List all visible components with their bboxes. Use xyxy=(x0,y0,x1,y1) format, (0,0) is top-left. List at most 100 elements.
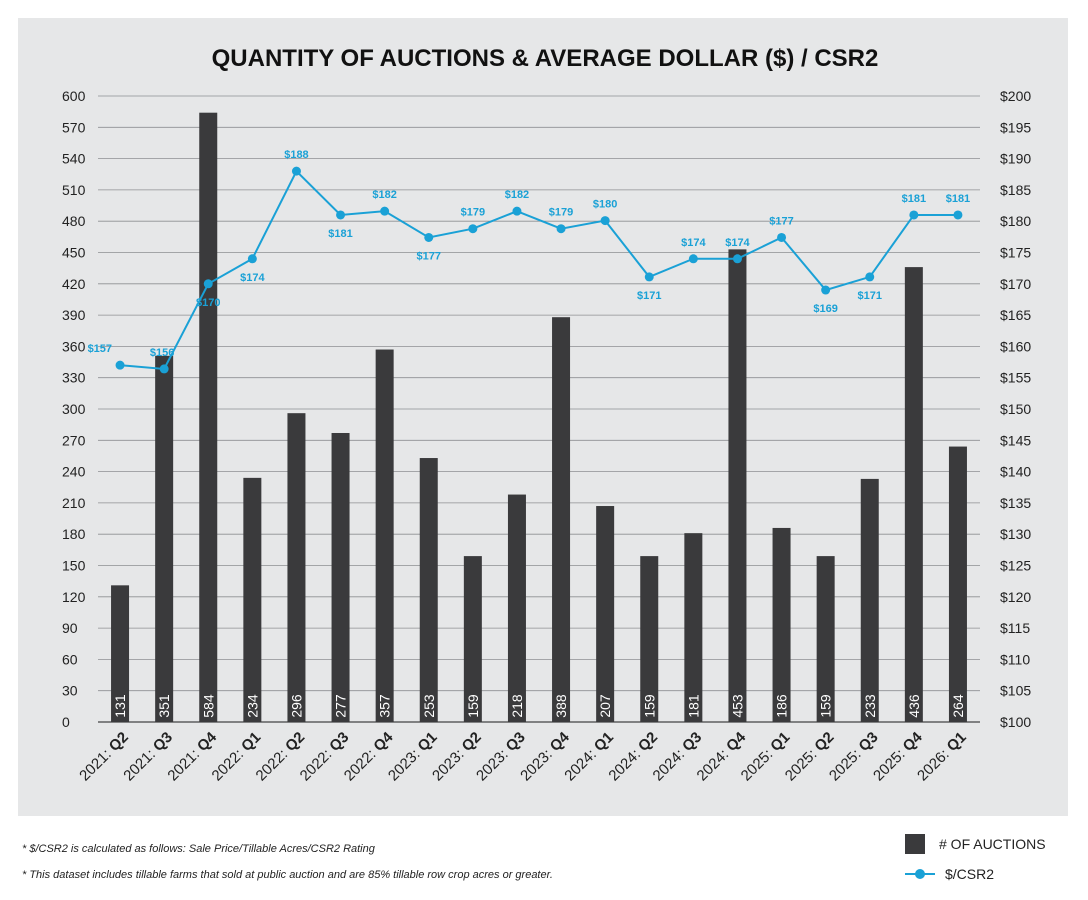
left-tick-label: 450 xyxy=(62,245,86,261)
legend-auctions: # OF AUCTIONS xyxy=(905,834,1046,854)
right-axis-ticks: $100 $105 $110 $115 $120 $125 $130 $135 $140 $145… xyxy=(1000,88,1031,730)
csr2-point xyxy=(380,206,390,216)
csr2-point xyxy=(115,360,125,370)
csr2-point xyxy=(953,210,963,220)
bar-value-label: 186 xyxy=(774,694,790,718)
auction-bar xyxy=(375,349,394,722)
bar-value-label: 296 xyxy=(288,694,304,718)
csr2-point-label: $174 xyxy=(681,237,706,249)
auction-bar xyxy=(948,446,967,722)
left-tick-label: 480 xyxy=(62,213,86,229)
bar-value-label: 181 xyxy=(685,694,701,718)
left-axis-ticks: 0 30 60 90 120 150 180 210 240 270 300 330 360 390 420… xyxy=(62,88,86,730)
chart-panel xyxy=(18,18,1068,816)
csr2-point xyxy=(909,210,919,220)
right-tick-label: $170 xyxy=(1000,276,1031,292)
right-tick-label: $100 xyxy=(1000,714,1031,730)
right-tick-label: $105 xyxy=(1000,683,1031,699)
csr2-point-label: $171 xyxy=(637,290,661,302)
right-tick-label: $190 xyxy=(1000,151,1031,167)
auction-bar xyxy=(596,506,615,722)
left-tick-label: 360 xyxy=(62,338,86,354)
bar-value-label: 351 xyxy=(156,694,172,718)
auction-bar xyxy=(552,317,571,722)
left-tick-label: 600 xyxy=(62,88,86,104)
right-tick-label: $125 xyxy=(1000,558,1031,574)
csr2-line-path xyxy=(119,169,958,370)
auction-bar xyxy=(860,478,879,722)
right-tick-label: $165 xyxy=(1000,307,1031,323)
csr2-point-label: $174 xyxy=(725,237,750,249)
bar-value-label: 159 xyxy=(641,694,657,718)
bar-value-label: 159 xyxy=(465,694,481,718)
csr2-point-label: $182 xyxy=(372,189,396,201)
left-tick-label: 0 xyxy=(62,714,70,730)
auction-bar xyxy=(111,585,130,722)
legend-auctions-label: # OF AUCTIONS xyxy=(939,836,1046,852)
csr2-point-label: $180 xyxy=(593,199,617,211)
right-tick-label: $180 xyxy=(1000,213,1031,229)
right-tick-label: $150 xyxy=(1000,401,1031,417)
csr2-point xyxy=(159,364,169,374)
left-tick-label: 540 xyxy=(62,151,86,167)
csr2-point xyxy=(203,279,213,289)
bar-value-label: 264 xyxy=(950,694,966,718)
legend-bar-swatch xyxy=(905,834,925,854)
right-tick-label: $195 xyxy=(1000,119,1031,135)
bar-value-label: 131 xyxy=(112,694,128,718)
bar-value-label: 207 xyxy=(597,694,613,718)
csr2-point-label: $181 xyxy=(902,193,926,205)
bar-value-label: 277 xyxy=(333,694,349,718)
csr2-point-label: $174 xyxy=(240,272,265,284)
right-tick-label: $110 xyxy=(1000,651,1030,667)
legend-csr2: $/CSR2 xyxy=(905,864,994,884)
bar-value-label: 253 xyxy=(421,694,437,718)
csr2-point-label: $182 xyxy=(505,189,529,201)
left-tick-label: 510 xyxy=(62,182,86,198)
csr2-point-label: $177 xyxy=(417,250,441,262)
gridlines xyxy=(98,95,980,723)
footnote-csr2-formula: * $/CSR2 is calculated as follows: Sale … xyxy=(22,843,375,855)
csr2-point xyxy=(468,224,478,234)
right-tick-label: $160 xyxy=(1000,338,1031,354)
auction-bar xyxy=(507,494,526,722)
right-tick-label: $130 xyxy=(1000,526,1031,542)
csr2-line: $157 $156 $170 $174 $188 $181 $182 $177 $179 $182… xyxy=(88,149,970,374)
csr2-point xyxy=(247,254,257,264)
csr2-point-label: $188 xyxy=(284,149,308,161)
bar-value-label: 436 xyxy=(906,694,922,718)
auction-bar xyxy=(728,249,747,722)
left-tick-label: 420 xyxy=(62,276,86,292)
csr2-point-label: $179 xyxy=(549,207,573,219)
right-tick-label: $200 xyxy=(1000,88,1031,104)
auction-bar xyxy=(243,477,262,722)
legend-csr2-label: $/CSR2 xyxy=(945,866,995,882)
left-tick-label: 390 xyxy=(62,307,86,323)
bar-value-label: 159 xyxy=(818,694,834,718)
auction-bar xyxy=(816,556,835,722)
left-tick-label: 270 xyxy=(62,432,86,448)
csr2-point-label: $156 xyxy=(150,347,174,359)
left-tick-label: 180 xyxy=(62,526,86,542)
left-tick-label: 30 xyxy=(62,683,78,699)
csr2-point-label: $181 xyxy=(328,228,352,240)
bar-value-label: 584 xyxy=(200,694,216,718)
left-tick-label: 300 xyxy=(62,401,86,417)
csr2-point-label: $170 xyxy=(196,297,220,309)
auction-bar xyxy=(684,533,703,722)
bar-value-label: 388 xyxy=(553,694,569,718)
right-tick-label: $140 xyxy=(1000,464,1031,480)
auction-bars: 131 351 584 234 296 277 357 253 159 218 388 207 159 1… xyxy=(111,112,967,722)
auction-bar xyxy=(155,355,174,722)
csr2-point-label: $177 xyxy=(769,215,793,227)
left-tick-label: 330 xyxy=(62,370,86,386)
auction-bar xyxy=(772,527,791,722)
left-tick-label: 120 xyxy=(62,589,86,605)
left-tick-label: 570 xyxy=(62,119,86,135)
csr2-point-label: $171 xyxy=(858,290,882,302)
csr2-point xyxy=(424,232,434,242)
left-tick-label: 150 xyxy=(62,558,86,574)
bar-value-label: 218 xyxy=(509,694,525,718)
right-tick-label: $120 xyxy=(1000,589,1031,605)
